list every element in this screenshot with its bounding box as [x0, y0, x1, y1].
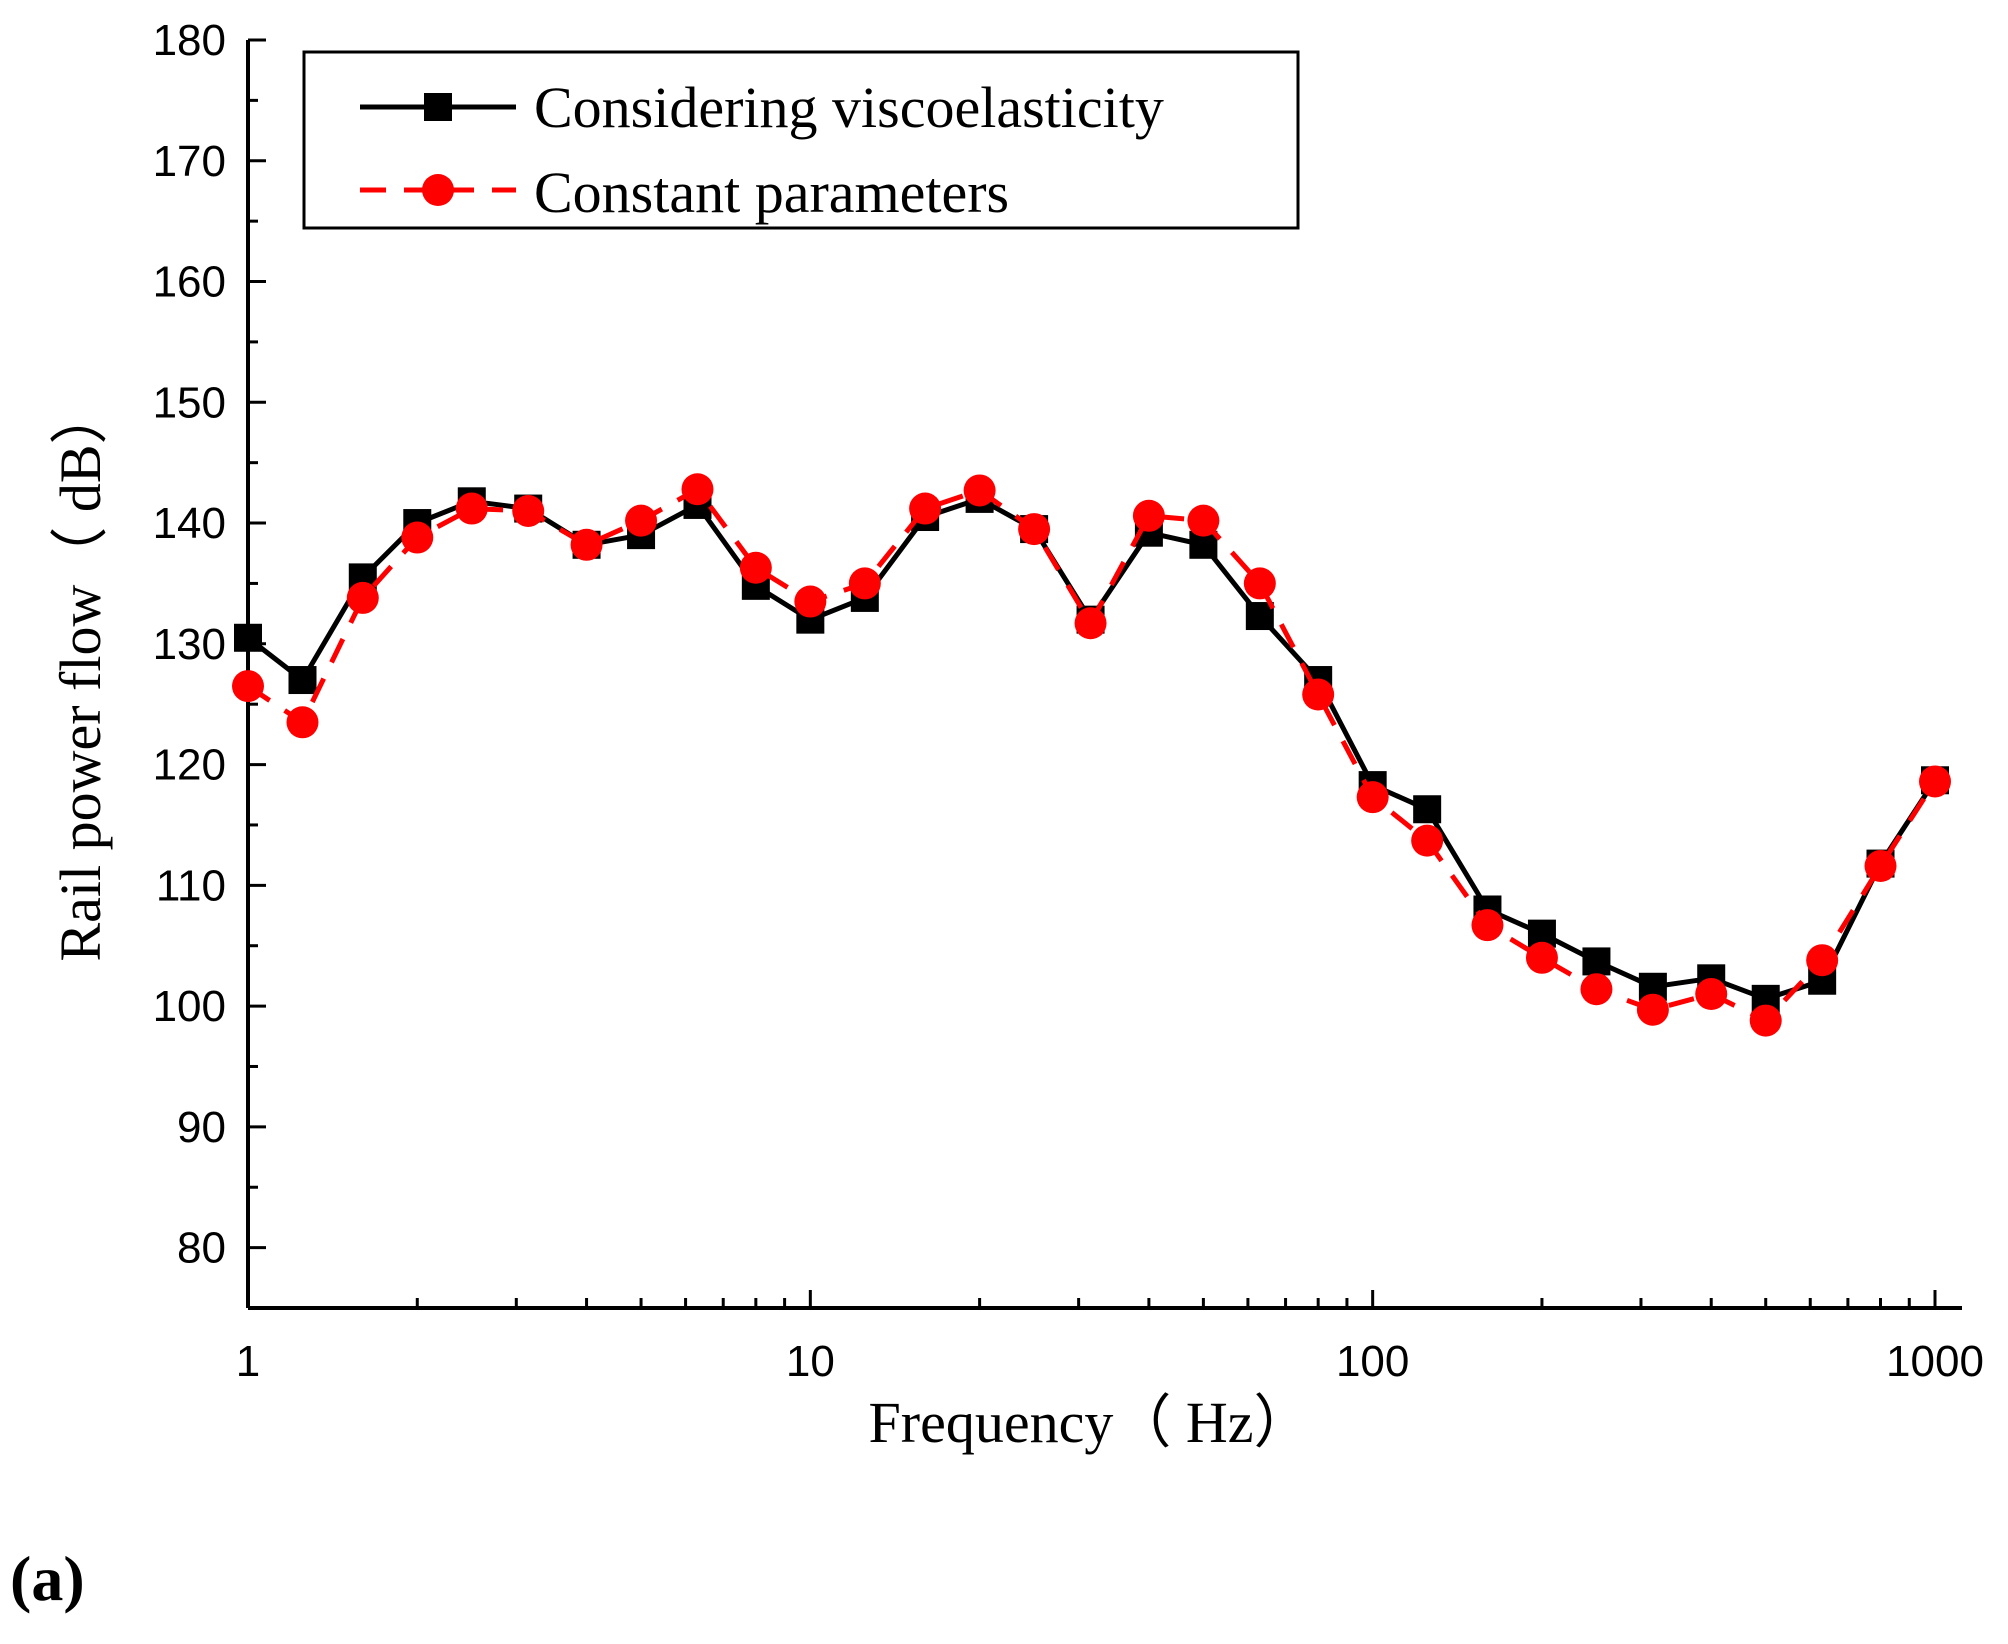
y-tick-label: 110 — [156, 861, 226, 910]
x-tick-label: 10 — [786, 1337, 835, 1386]
data-point — [794, 585, 827, 618]
data-point — [681, 473, 714, 506]
y-tick-label: 180 — [153, 16, 226, 65]
data-point — [1356, 781, 1389, 814]
y-tick-label: 90 — [177, 1103, 226, 1152]
series-constant-parameters — [232, 473, 1951, 1037]
y-ticks: 80 90 100 110 120 130 140 150 160 170 180 — [153, 16, 266, 1310]
legend-label-constant: Constant parameters — [534, 160, 1009, 225]
x-tick-label: 1 — [236, 1337, 260, 1386]
data-point — [1919, 765, 1951, 798]
axes-frame — [246, 40, 1962, 1310]
data-point — [963, 474, 996, 507]
data-point — [1580, 973, 1613, 1006]
series-line — [246, 486, 1938, 1024]
data-point — [455, 492, 488, 525]
data-point — [570, 528, 603, 561]
series-considering-viscoelasticity — [234, 484, 1949, 1013]
data-point — [1074, 607, 1107, 640]
x-tick-label: 100 — [1336, 1337, 1409, 1386]
panel-label: (a) — [10, 1543, 85, 1614]
y-axis-title: Rail power flow（ dB） — [48, 386, 113, 961]
y-tick-label: 120 — [153, 741, 226, 790]
y-tick-label: 100 — [153, 982, 226, 1031]
data-point — [1245, 602, 1274, 631]
y-tick-label: 80 — [177, 1224, 226, 1273]
data-point — [625, 504, 658, 537]
data-point — [1695, 978, 1728, 1011]
legend-marker-constant — [422, 174, 454, 206]
data-point — [1806, 944, 1839, 977]
x-tick-label: 1000 — [1886, 1337, 1984, 1386]
y-tick-label: 170 — [153, 137, 226, 186]
legend-box — [302, 50, 1300, 230]
data-point — [401, 521, 434, 554]
data-point — [1132, 499, 1165, 532]
data-point — [1243, 567, 1276, 600]
data-point — [909, 492, 942, 525]
series-layer — [232, 473, 1951, 1037]
x-ticks: 1 10 100 1000 — [236, 1290, 1984, 1386]
data-point — [1413, 795, 1442, 824]
y-tick-label: 130 — [153, 620, 226, 669]
data-point — [512, 494, 545, 527]
data-point — [1018, 513, 1051, 546]
data-point — [286, 706, 319, 739]
data-point — [739, 551, 772, 584]
data-point — [1636, 993, 1669, 1026]
data-point — [288, 666, 317, 695]
legend-label-viscoelastic: Considering viscoelasticity — [534, 75, 1164, 140]
data-point — [234, 623, 262, 652]
y-tick-label: 160 — [153, 258, 226, 307]
data-point — [346, 581, 379, 614]
data-point — [1525, 941, 1558, 974]
data-point — [1302, 678, 1335, 711]
data-point — [1864, 850, 1897, 883]
legend-marker-viscoelastic — [424, 93, 452, 121]
data-point — [848, 567, 881, 600]
y-tick-label: 150 — [153, 378, 226, 427]
data-point — [1471, 909, 1504, 942]
legend: Considering viscoelasticity Constant par… — [302, 50, 1300, 230]
data-point — [232, 670, 264, 703]
data-point — [1582, 947, 1611, 976]
data-point — [1187, 504, 1220, 537]
y-tick-label: 140 — [153, 499, 226, 548]
data-point — [1749, 1004, 1782, 1037]
data-point — [1411, 824, 1444, 857]
x-axis-title: Frequency（ Hz） — [869, 1390, 1312, 1455]
series-line — [246, 496, 1938, 1002]
